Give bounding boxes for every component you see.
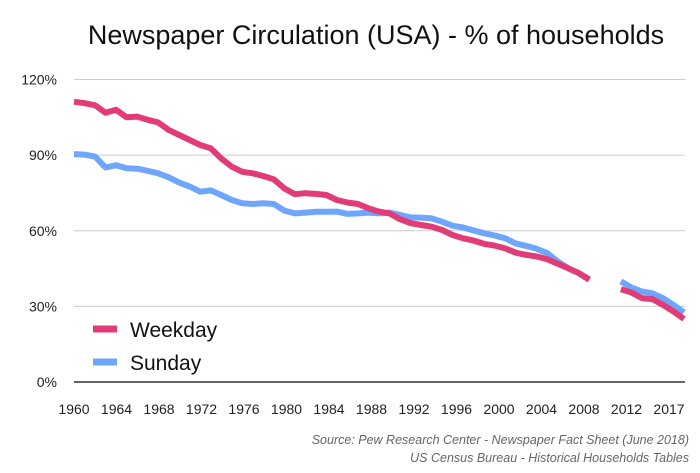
x-tick-label: 2012 (611, 401, 642, 417)
y-axis-ticks: 0% 30% 60% 90% 120% (21, 72, 57, 391)
series-line-sunday (73, 151, 686, 315)
source-line-2: US Census Bureau - Historical Households… (410, 451, 689, 465)
chart-title: Newspaper Circulation (USA) - % of house… (88, 20, 664, 50)
x-tick-label: 2017 (653, 401, 684, 417)
y-tick-label: 0% (37, 374, 57, 390)
y-tick-label: 60% (29, 223, 57, 239)
x-tick-label: 1996 (441, 401, 472, 417)
y-tick-label: 30% (29, 298, 57, 314)
x-tick-label: 1984 (313, 401, 344, 417)
x-tick-label: 2008 (568, 401, 599, 417)
y-tick-label: 120% (21, 72, 57, 88)
legend-label-sunday: Sunday (130, 352, 202, 375)
x-tick-label: 2004 (526, 401, 557, 417)
x-tick-label: 1968 (143, 401, 174, 417)
x-axis-ticks: 1960 1964 1968 1972 1976 1980 1984 1988 1992 1996… (58, 401, 684, 417)
x-tick-label: 1988 (356, 401, 387, 417)
legend: Weekday Sunday (93, 319, 218, 375)
x-tick-label: 1976 (228, 401, 259, 417)
y-tick-label: 90% (29, 147, 57, 163)
series-line-weekday (73, 98, 686, 322)
gridlines (74, 79, 685, 383)
x-tick-label: 1980 (271, 401, 302, 417)
x-tick-label: 1964 (101, 401, 132, 417)
x-tick-label: 1992 (398, 401, 429, 417)
series-lines (73, 98, 686, 322)
x-tick-label: 2000 (483, 401, 514, 417)
source-line-1: Source: Pew Research Center - Newspaper … (312, 433, 689, 447)
x-tick-label: 1972 (186, 401, 217, 417)
legend-label-weekday: Weekday (130, 319, 218, 342)
x-tick-label: 1960 (58, 401, 89, 417)
